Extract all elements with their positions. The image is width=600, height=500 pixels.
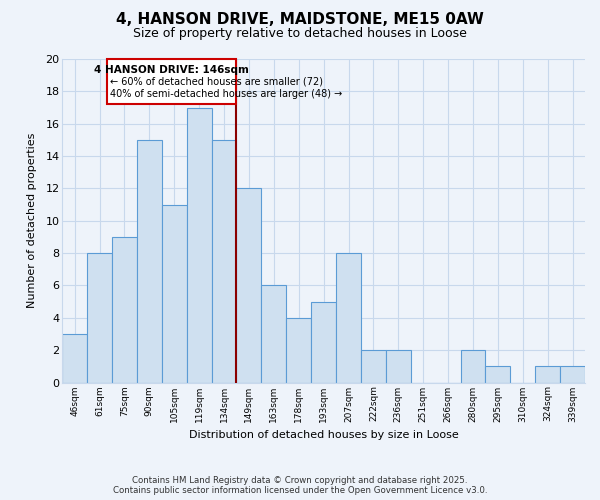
Bar — [560, 366, 585, 382]
Bar — [311, 302, 336, 382]
Text: ← 60% of detached houses are smaller (72): ← 60% of detached houses are smaller (72… — [110, 77, 323, 87]
Bar — [386, 350, 411, 382]
Bar — [461, 350, 485, 382]
Text: Size of property relative to detached houses in Loose: Size of property relative to detached ho… — [133, 28, 467, 40]
Text: 4 HANSON DRIVE: 146sqm: 4 HANSON DRIVE: 146sqm — [94, 64, 249, 74]
Bar — [336, 253, 361, 382]
Bar — [262, 286, 286, 382]
Text: 40% of semi-detached houses are larger (48) →: 40% of semi-detached houses are larger (… — [110, 89, 342, 99]
FancyBboxPatch shape — [107, 59, 236, 104]
Bar — [286, 318, 311, 382]
Bar — [87, 253, 112, 382]
Bar — [212, 140, 236, 382]
Bar — [535, 366, 560, 382]
Bar — [62, 334, 87, 382]
Bar — [361, 350, 386, 382]
Bar — [137, 140, 162, 382]
Bar — [112, 237, 137, 382]
Bar — [485, 366, 511, 382]
X-axis label: Distribution of detached houses by size in Loose: Distribution of detached houses by size … — [189, 430, 458, 440]
Bar — [187, 108, 212, 382]
Bar — [236, 188, 262, 382]
Text: 4, HANSON DRIVE, MAIDSTONE, ME15 0AW: 4, HANSON DRIVE, MAIDSTONE, ME15 0AW — [116, 12, 484, 28]
Text: Contains HM Land Registry data © Crown copyright and database right 2025.
Contai: Contains HM Land Registry data © Crown c… — [113, 476, 487, 495]
Y-axis label: Number of detached properties: Number of detached properties — [27, 133, 37, 308]
Bar — [162, 204, 187, 382]
